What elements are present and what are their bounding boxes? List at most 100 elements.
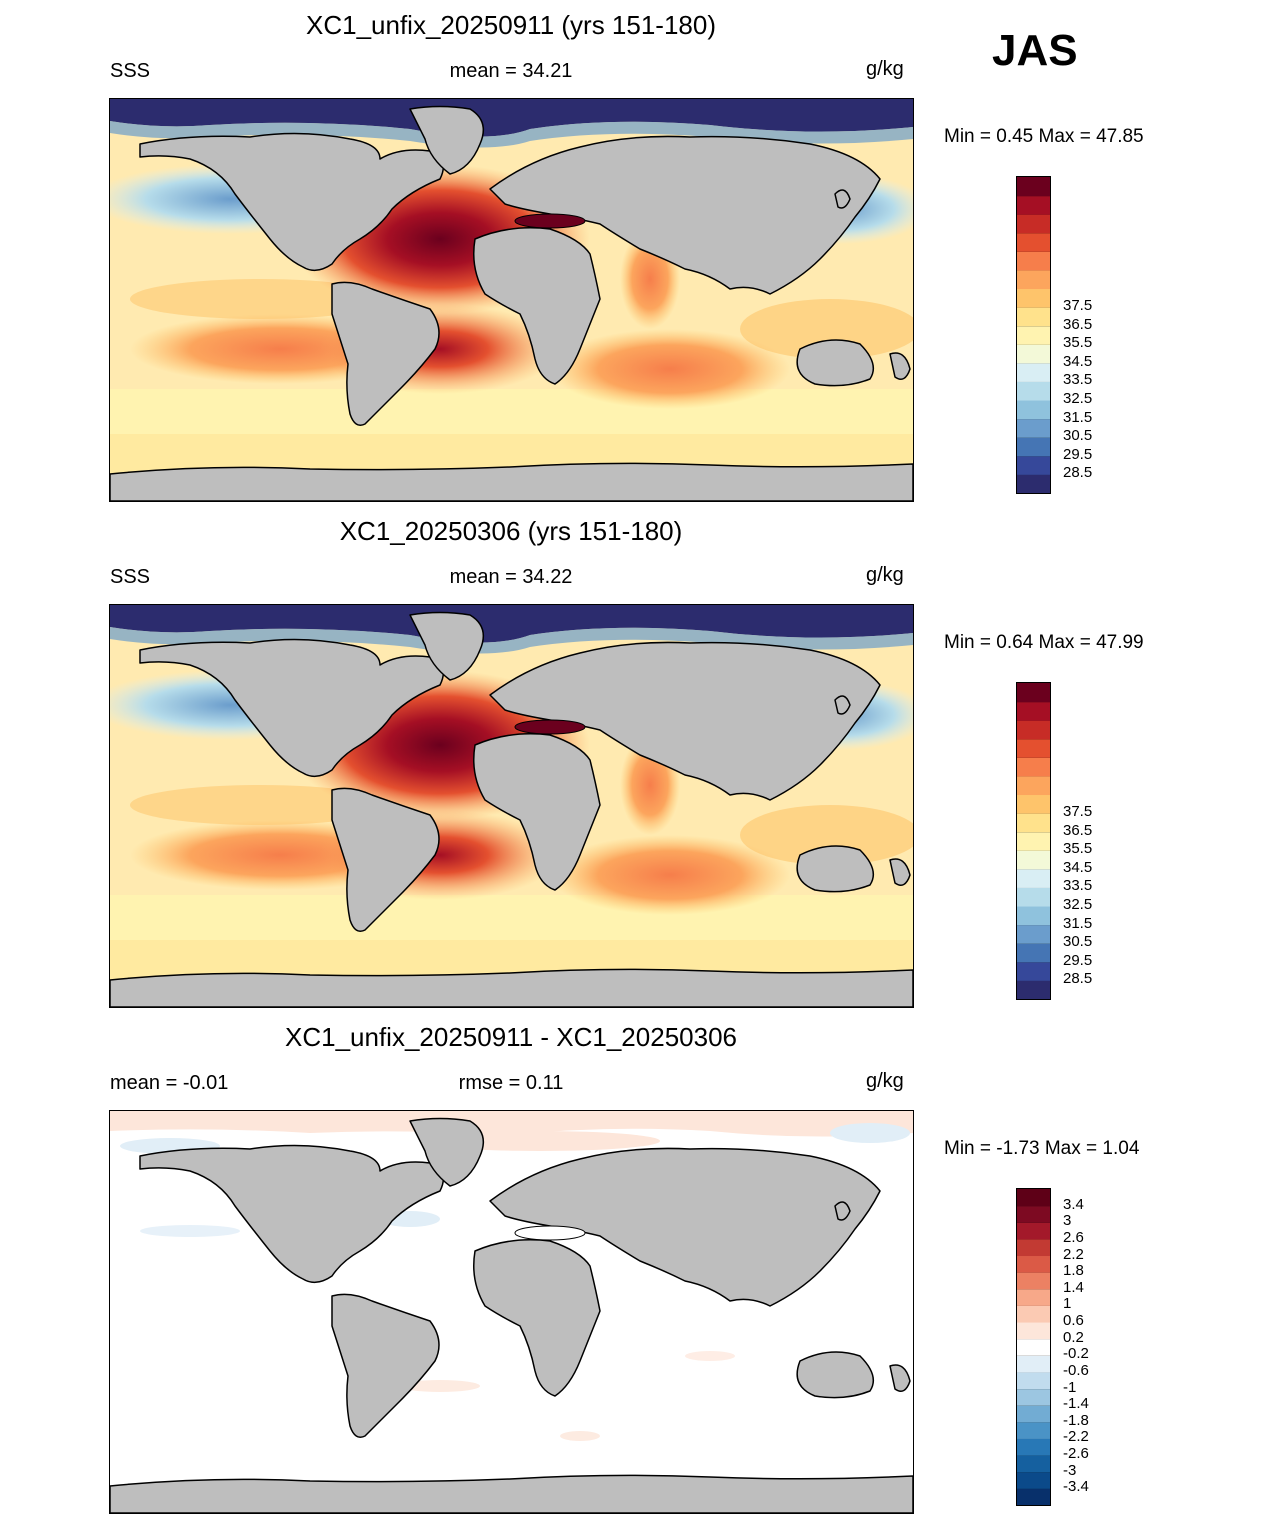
colorbar-tick-label: 3.4 [1063, 1195, 1084, 1213]
colorbar-tick-label: 0.6 [1063, 1312, 1084, 1330]
colorbar-swatch [1017, 1338, 1050, 1356]
colorbar-tick-label: -1.4 [1063, 1395, 1089, 1413]
colorbar-swatch [1017, 775, 1050, 796]
colorbar-tick-label: 37.5 [1063, 803, 1093, 821]
panel1-title: XC1_unfix_20250911 (yrs 151-180) [305, 10, 716, 40]
colorbar-tick-label: 33.5 [1063, 877, 1093, 895]
panel3-title: XC1_unfix_20250911 - XC1_20250306 [285, 1022, 737, 1052]
colorbar-swatch [1017, 455, 1050, 475]
colorbar-swatch [1017, 1471, 1050, 1489]
colorbar-swatch [1017, 362, 1050, 382]
colorbar-swatch [1017, 1222, 1050, 1240]
colorbar-swatch [1017, 418, 1050, 438]
panel3-colorbar [1016, 1188, 1051, 1506]
colorbar-swatch [1017, 307, 1050, 327]
colorbar-swatch [1017, 831, 1050, 851]
colorbar-swatch [1017, 269, 1050, 290]
colorbar-swatch [1017, 924, 1050, 944]
season-label: JAS [992, 26, 1078, 75]
colorbar-swatch [1017, 757, 1050, 777]
colorbar-swatch [1017, 1288, 1050, 1306]
colorbar-swatch [1017, 980, 1050, 999]
colorbar-tick-label: 36.5 [1063, 315, 1093, 333]
panel2-mean-label: mean = 34.22 [449, 566, 573, 588]
colorbar-swatch [1017, 1488, 1050, 1505]
colorbar-swatch [1017, 1238, 1050, 1257]
colorbar-tick-label: 30.5 [1063, 427, 1093, 445]
panel2-map-svg [110, 605, 913, 1007]
panel2-units-label: g/kg [866, 564, 904, 586]
colorbar-swatch [1017, 961, 1050, 981]
colorbar-swatch [1017, 887, 1050, 907]
colorbar-tick-label: 3 [1063, 1212, 1072, 1230]
colorbar-tick-label: 35.5 [1063, 840, 1093, 858]
colorbar-tick-label: 2.6 [1063, 1228, 1084, 1246]
colorbar-tick-label: -3 [1063, 1461, 1077, 1479]
colorbar-swatch [1017, 701, 1050, 721]
colorbar-tick-label: 32.5 [1063, 390, 1093, 408]
colorbar-tick-label: 1 [1063, 1295, 1072, 1313]
colorbar-swatch [1017, 1272, 1050, 1290]
colorbar-tick-label: 0.2 [1063, 1328, 1084, 1346]
colorbar-tick-label: 1.4 [1063, 1278, 1084, 1296]
colorbar-swatch [1017, 251, 1050, 271]
panel1-map-svg [110, 99, 913, 501]
colorbar-swatch [1017, 683, 1050, 703]
panel2-map [109, 604, 914, 1008]
panel2-minmax: Min = 0.64 Max = 47.99 [944, 632, 1144, 653]
colorbar-swatch [1017, 381, 1050, 401]
colorbar-swatch [1017, 850, 1050, 870]
colorbar-tick-label: 32.5 [1063, 896, 1093, 914]
colorbar-tick-label: 31.5 [1063, 914, 1093, 932]
colorbar-swatch [1017, 214, 1050, 234]
colorbar-swatch [1017, 738, 1050, 758]
panel3-colorbar-svg [1017, 1189, 1050, 1505]
panel3-map [109, 1110, 914, 1514]
colorbar-tick-label: 30.5 [1063, 933, 1093, 951]
colorbar-tick-label: -0.6 [1063, 1361, 1089, 1379]
panel3-minmax: Min = -1.73 Max = 1.04 [944, 1138, 1140, 1159]
colorbar-tick-label: 33.5 [1063, 371, 1093, 389]
colorbar-swatch [1017, 400, 1050, 420]
colorbar-swatch [1017, 1205, 1050, 1223]
colorbar-tick-label: 37.5 [1063, 297, 1093, 315]
panel2-title: XC1_20250306 (yrs 151-180) [339, 516, 683, 546]
colorbar-swatch [1017, 344, 1050, 364]
colorbar-swatch [1017, 1371, 1050, 1390]
colorbar-swatch [1017, 1355, 1050, 1373]
colorbar-swatch [1017, 1322, 1050, 1340]
panel1-colorbar [1016, 176, 1051, 494]
panel1-mean-label: mean = 34.21 [449, 60, 573, 82]
colorbar-swatch [1017, 1255, 1050, 1273]
panel1-variable-label: SSS [110, 60, 151, 82]
panel1-map [109, 98, 914, 502]
colorbar-swatch [1017, 288, 1050, 308]
panel2-colorbar [1016, 682, 1051, 1000]
colorbar-swatch [1017, 1305, 1050, 1323]
colorbar-tick-label: 29.5 [1063, 951, 1093, 969]
colorbar-tick-label: -2.2 [1063, 1428, 1089, 1446]
colorbar-tick-label: -1 [1063, 1378, 1077, 1396]
colorbar-tick-label: -3.4 [1063, 1478, 1089, 1496]
colorbar-swatch [1017, 868, 1050, 888]
colorbar-tick-label: 29.5 [1063, 445, 1093, 463]
colorbar-swatch [1017, 437, 1050, 457]
colorbar-tick-label: 2.2 [1063, 1245, 1084, 1263]
colorbar-swatch [1017, 1421, 1050, 1439]
colorbar-swatch [1017, 232, 1050, 252]
colorbar-swatch [1017, 1438, 1050, 1456]
colorbar-tick-label: 28.5 [1063, 970, 1093, 988]
colorbar-swatch [1017, 943, 1050, 963]
colorbar-swatch [1017, 195, 1050, 215]
colorbar-tick-label: 31.5 [1063, 408, 1093, 426]
colorbar-swatch [1017, 720, 1050, 740]
panel1-minmax: Min = 0.45 Max = 47.85 [944, 126, 1144, 147]
colorbar-swatch [1017, 1189, 1050, 1207]
colorbar-tick-label: -2.6 [1063, 1445, 1089, 1463]
panel1-units-label: g/kg [866, 58, 904, 80]
panel2-variable-label: SSS [110, 566, 151, 588]
colorbar-tick-label: -0.2 [1063, 1345, 1089, 1363]
panel2-colorbar-svg [1017, 683, 1050, 999]
panel3-map-svg [110, 1111, 913, 1513]
colorbar-swatch [1017, 325, 1050, 345]
